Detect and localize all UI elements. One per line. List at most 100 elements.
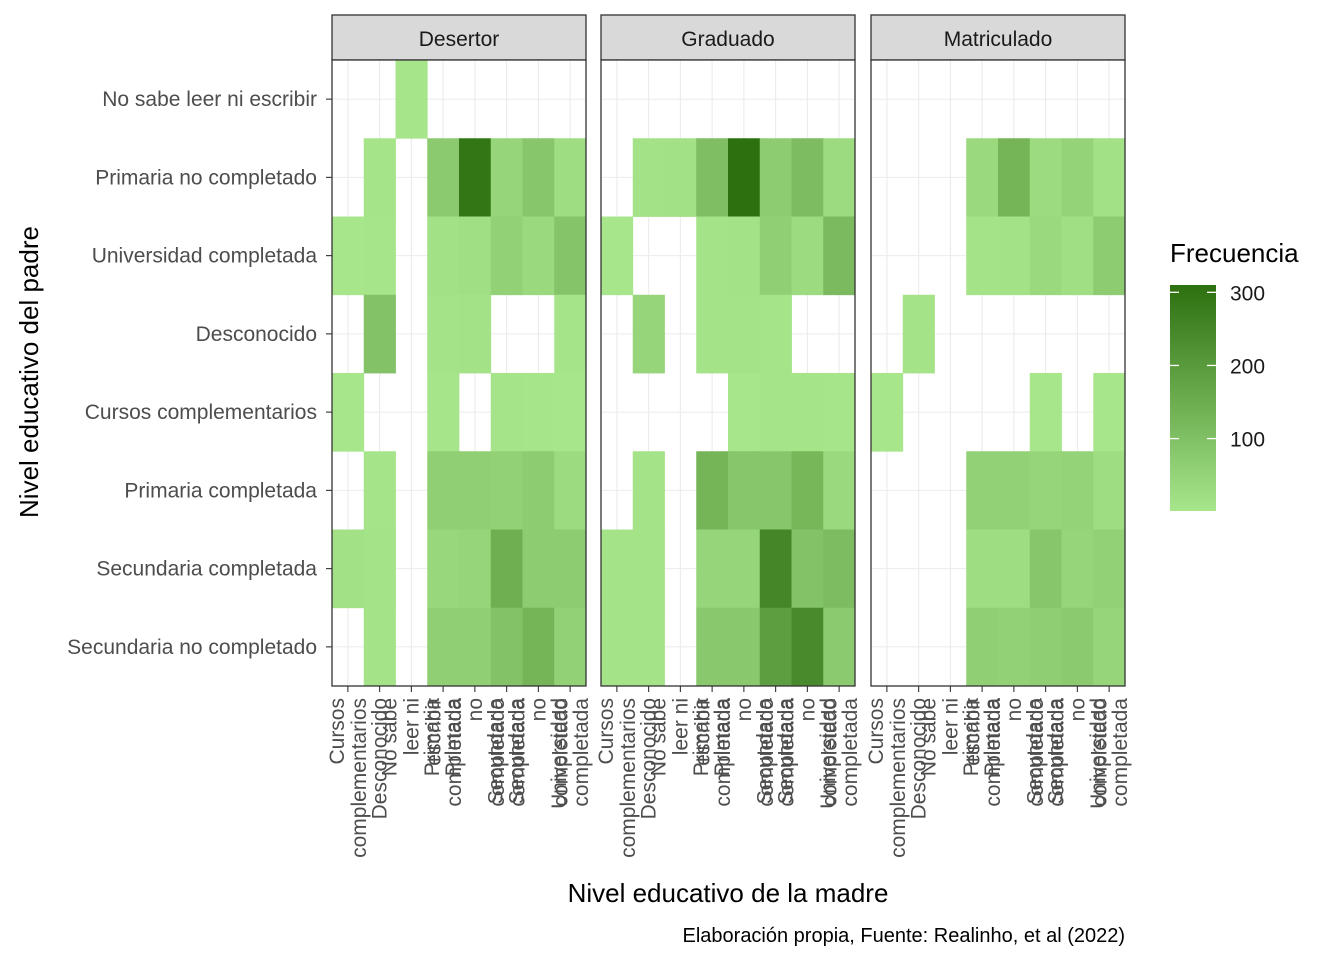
heatmap-cell — [427, 529, 460, 609]
heatmap-cell — [823, 373, 856, 452]
x-tick-label: Secundaria — [774, 698, 797, 805]
x-tick-label: leer ni — [669, 698, 692, 755]
heatmap-cell — [759, 529, 792, 609]
x-tick-label: leer ni — [400, 698, 423, 755]
heatmap-cell — [427, 373, 460, 452]
x-tick-label: completada — [443, 698, 466, 807]
x-tick-label: No sabe — [378, 698, 401, 776]
heatmap-cell — [522, 373, 555, 452]
panel-border — [870, 59, 1126, 687]
heatmap-cell — [459, 607, 492, 687]
heatmap-cell — [427, 607, 460, 687]
heatmap-cell — [1061, 451, 1094, 530]
x-tick-label: Desconocido — [908, 698, 931, 819]
x-tick-label: Universidad — [548, 698, 571, 809]
heatmap-cell — [696, 607, 729, 687]
heatmap-cell — [490, 216, 523, 296]
facet-strip-label: Matriculado — [944, 28, 1053, 51]
heatmap-cell — [1029, 216, 1062, 296]
facet-panel-graduado: Graduado Cursos complementariosDesconocido… — [595, 14, 862, 858]
heatmap-cell — [490, 607, 523, 687]
x-tick-label: completada — [1046, 698, 1069, 807]
heatmap-cell — [966, 451, 999, 530]
y-tick-label: Cursos complementarios — [85, 401, 317, 424]
facet-panel-desertor: Desertor Cursos complementariosDesconocido… — [326, 14, 593, 858]
heatmap-cell — [728, 216, 761, 296]
heatmap-cell — [759, 216, 792, 296]
heatmap-cell — [1029, 138, 1062, 217]
heatmap-cell — [554, 373, 587, 452]
x-tick-label: escribir — [961, 698, 984, 766]
heatmap-cell — [1061, 138, 1094, 217]
x-tick-label: Desconocido — [638, 698, 661, 819]
legend-colorbar — [1170, 285, 1216, 511]
heatmap-cell — [1061, 529, 1094, 609]
heatmap-cell — [1061, 607, 1094, 687]
heatmap-cell — [759, 607, 792, 687]
x-tick-label: Cursos — [865, 698, 888, 765]
x-tick-label: no — [464, 698, 487, 721]
heatmap-cell — [791, 216, 824, 296]
y-tick-label: Secundaria no completado — [67, 636, 317, 659]
y-axis: No sabe leer ni escribir Primaria no comp… — [67, 88, 332, 659]
heatmap-cell — [363, 294, 396, 374]
heatmap-cell — [696, 451, 729, 530]
y-tick-label: Universidad completada — [92, 245, 318, 268]
heatmap-cell — [696, 138, 729, 217]
heatmap-cell — [459, 294, 492, 374]
heatmap-cell — [490, 451, 523, 530]
heatmap-cell — [966, 607, 999, 687]
legend-tick-label: 100 — [1230, 429, 1265, 452]
heatmap-cell — [632, 529, 665, 609]
heatmap-cell — [601, 607, 634, 687]
x-tick-label: Secundaria — [1044, 698, 1067, 805]
heatmap-cell — [363, 451, 396, 530]
heatmap-cell — [332, 529, 365, 609]
heatmap-cell — [632, 294, 665, 374]
heatmap-cell — [554, 216, 587, 296]
legend-title: Frecuencia — [1170, 238, 1299, 268]
x-tick-label: Primaria — [711, 698, 734, 776]
heatmap-cell — [490, 529, 523, 609]
chart-caption: Elaboración propia, Fuente: Realinho, et… — [683, 925, 1126, 947]
x-tick-label: Primaria — [442, 698, 465, 776]
y-tick-label: Primaria completada — [124, 479, 317, 502]
heatmap-cell — [823, 216, 856, 296]
facet-strip-label: Graduado — [681, 28, 774, 51]
x-tick-label: Secundaria — [505, 698, 528, 805]
heatmap-cell — [696, 294, 729, 374]
x-tick-label: Secundaria — [1024, 698, 1047, 805]
x-tick-label: Cursos — [326, 698, 349, 765]
x-tick-label: Desconocido — [369, 698, 392, 819]
heatmap-cell — [363, 138, 396, 217]
heatmap-cell — [791, 451, 824, 530]
heatmap-cell — [1029, 607, 1062, 687]
legend-tick-label: 300 — [1230, 282, 1265, 305]
x-tick-label: Primaria — [960, 698, 983, 776]
x-tick-label: completada — [1109, 698, 1132, 807]
x-tick-label: no — [796, 698, 819, 721]
heatmap-cell — [1029, 373, 1062, 452]
x-tick-label: completado — [1088, 698, 1111, 807]
heatmap-cell — [1093, 451, 1126, 530]
x-tick-label: completada — [507, 698, 530, 807]
heatmap-cell — [1093, 529, 1126, 609]
facet-strip — [331, 14, 587, 61]
heatmap-cell — [728, 529, 761, 609]
heatmap-cell — [902, 294, 935, 374]
x-tick-label: No sabe — [917, 698, 940, 776]
heatmap-cell — [998, 216, 1031, 296]
y-axis-title: Nivel educativo del padre — [14, 226, 44, 518]
x-tick-label: Universidad — [817, 698, 840, 809]
heatmap-cell — [728, 373, 761, 452]
heatmap-cell — [871, 373, 904, 452]
panel-border — [331, 59, 587, 687]
heatmap-cell — [601, 529, 634, 609]
heatmap-cell — [759, 138, 792, 217]
x-tick-label: completado — [486, 698, 509, 807]
heatmap-cell — [728, 294, 761, 374]
x-tick-label: completada — [982, 698, 1005, 807]
heatmap-cell — [998, 529, 1031, 609]
